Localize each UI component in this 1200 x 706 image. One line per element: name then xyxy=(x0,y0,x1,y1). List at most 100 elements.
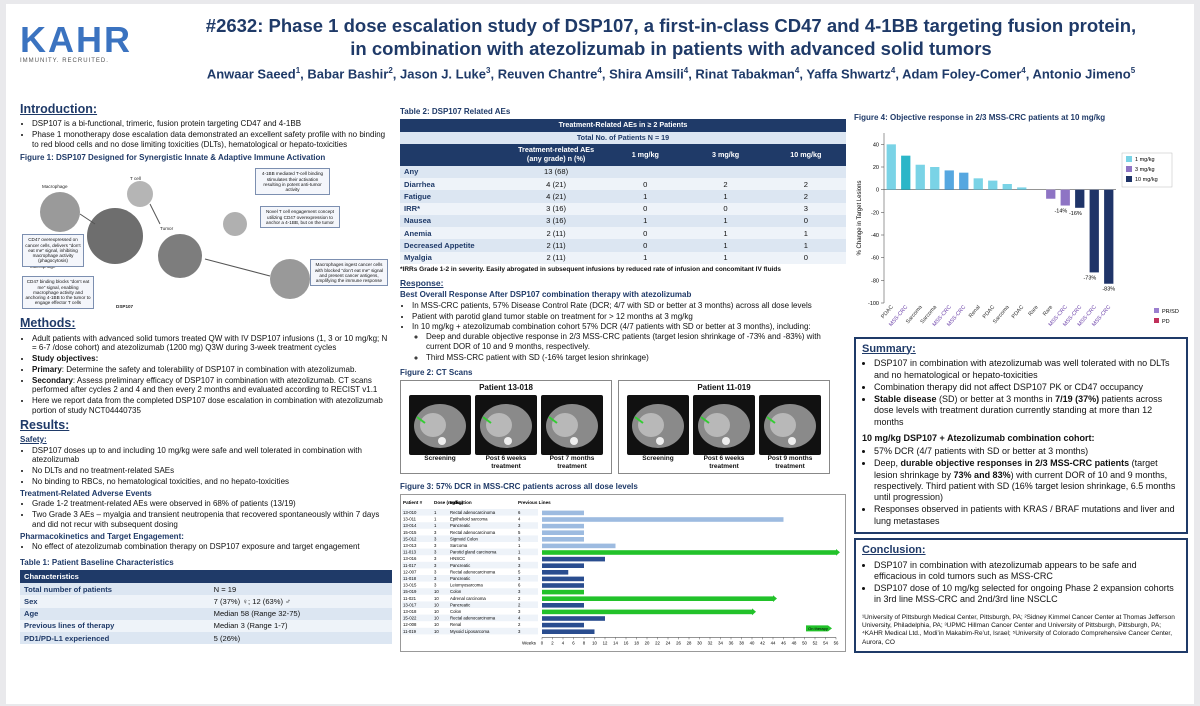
ct-art xyxy=(546,403,598,448)
row-lines: 3 xyxy=(518,628,521,633)
authors: Anwaar Saeed1, Babar Bashir2, Jason J. L… xyxy=(206,66,1136,82)
table-caption: Table 1: Patient Baseline Characteristic… xyxy=(20,558,174,567)
ongoing-arrow xyxy=(752,607,756,615)
swimmer-bar xyxy=(542,602,584,608)
table-cell: Decreased Appetite xyxy=(400,239,508,252)
bullet-text: No effect of atezolizumab combination th… xyxy=(32,542,360,552)
row-dose: 10 xyxy=(434,609,439,614)
author-name: Anwaar Saeed xyxy=(206,66,296,82)
swimmer-bar xyxy=(542,622,584,627)
swimmer-bar xyxy=(542,569,569,575)
bullet: Deep, durable objective responses in 2/3… xyxy=(874,458,1180,503)
bullet-text: Two Grade 3 AEs – myalgia and transient … xyxy=(32,510,380,529)
section-heading: Introduction: xyxy=(20,102,98,116)
bullet-text: In MSS-CRC patients, 57% Disease Control… xyxy=(412,300,812,310)
bullet: DSP107 in combination with atezolizumab … xyxy=(874,358,1180,381)
figure-box: CD47 binding blocks “don’t eat me” signa… xyxy=(22,276,94,309)
table-row: Decreased Appetite 2 (11) 0 1 1 xyxy=(400,239,846,252)
x-tick-label: 54 xyxy=(823,640,828,645)
legend-label: 1 mg/kg xyxy=(1135,157,1155,163)
x-tick-label: Renal xyxy=(968,304,982,319)
row-lines: 5 xyxy=(518,529,521,534)
row-lines: 2 xyxy=(518,602,521,607)
table-cell: 7 (37%) ♀; 12 (63%) ♂ xyxy=(209,595,392,608)
ct-image: Post 9 months treatment xyxy=(759,394,821,471)
row-indication: Pancreatic xyxy=(450,523,471,528)
figure-label: Macrophage xyxy=(30,264,56,270)
bullet-text: (target lesion shrinkage by xyxy=(874,458,1158,480)
bar xyxy=(886,144,896,190)
row-lines: 3 xyxy=(518,576,521,581)
row-band xyxy=(402,508,538,516)
author-name: Babar Bashir xyxy=(307,66,389,82)
figure-label: Tumor xyxy=(160,226,174,232)
table-cell: Median 58 (Range 32-75) xyxy=(209,607,392,620)
row-patient: 13-014 xyxy=(403,523,417,528)
lesion-arrow xyxy=(482,416,492,424)
author-affiliation: 2 xyxy=(388,66,393,75)
bullet-text: No DLTs and no treatment-related SAEs xyxy=(32,466,175,475)
title-line: #2632: Phase 1 dose escalation study of … xyxy=(205,15,1137,36)
ongoing-arrow xyxy=(773,594,777,602)
figure-caption: Figure 4: Objective response in 2/3 MSS-… xyxy=(854,113,1106,122)
bullet-text: Combination therapy did not affect DSP10… xyxy=(874,381,1143,392)
x-tick-label: Rare xyxy=(1028,304,1040,317)
figure-box: CD47 overexpressed on cancer cells, deli… xyxy=(22,234,84,267)
table-cell: 13 (68) xyxy=(507,165,606,179)
t-cell xyxy=(127,181,153,208)
figure-1: Macrophage T cell Tumor Macrophage DSP10… xyxy=(20,164,392,314)
figure-caption: Figure 3: 57% DCR in MSS-CRC patients ac… xyxy=(400,481,638,491)
value-label: -14% xyxy=(1054,208,1067,214)
logo-tagline: IMMUNITY. RECRUITED. xyxy=(20,58,109,64)
table-cell: 0 xyxy=(765,214,846,228)
x-tick-label: 12 xyxy=(603,640,608,645)
table-cell xyxy=(765,165,846,179)
row-dose: 10 xyxy=(434,622,439,627)
bullet: Here we report data from the completed D… xyxy=(32,396,392,416)
swimmer-bar xyxy=(542,615,605,621)
bullet: Phase 1 monotherapy dose escalation data… xyxy=(32,130,392,150)
table-row: Diarrhea 4 (21) 0 2 2 xyxy=(400,178,846,191)
x-tick-label: 52 xyxy=(813,640,818,645)
bar xyxy=(1104,189,1114,284)
bullet: Deep and durable objective response in 2… xyxy=(426,332,846,352)
x-tick-label: 6 xyxy=(572,640,575,645)
bullet-list: DSP107 is a bi-functional, trimeric, fus… xyxy=(20,119,392,149)
section-heading: Results: xyxy=(20,417,70,432)
subheading: Response: xyxy=(400,277,444,288)
table-cell: 1 xyxy=(685,251,766,264)
ct-image: Screening xyxy=(409,394,471,463)
table-cell: N = 19 xyxy=(209,583,392,596)
x-tick-label: 8 xyxy=(583,640,586,645)
organ xyxy=(552,412,578,437)
bullet-bold: durable objective responses in 2/3 MSS-C… xyxy=(900,458,1130,469)
row-band xyxy=(402,587,538,595)
x-tick-label: 50 xyxy=(802,640,807,645)
spine xyxy=(570,436,578,445)
bullet-text: ) with current DOR of 10 and 9 months, r… xyxy=(874,469,1176,503)
bullet: Study objectives: xyxy=(32,354,392,364)
row-patient: 13-016 xyxy=(403,556,417,561)
x-tick-label: 4 xyxy=(562,640,565,645)
table-cell: 1 xyxy=(605,190,686,203)
row-lines: 5 xyxy=(518,569,521,574)
logo: KAHR IMMUNITY. RECRUITED. xyxy=(20,22,160,64)
row-lines: 1 xyxy=(518,543,521,548)
value-label: -73% xyxy=(1083,275,1096,281)
swimmer-bar xyxy=(542,543,616,548)
section-heading: Methods: xyxy=(20,316,76,331)
bullet-text: patients across dose levels with treatme… xyxy=(874,394,1163,427)
row-dose: 1 xyxy=(434,516,437,521)
row-patient: 15-015 xyxy=(403,529,417,534)
row-lines: 2 xyxy=(518,595,521,600)
table-cell xyxy=(605,165,686,179)
table-cell: Sex xyxy=(20,595,210,608)
bullet-list: 57% DCR (4/7 patients with SD or better … xyxy=(862,446,1180,527)
bullet-list: Adult patients with advanced solid tumor… xyxy=(20,334,392,416)
bullet-text: DSP107 dose of 10 mg/kg selected for ong… xyxy=(874,583,1174,605)
row-dose: 3 xyxy=(434,556,437,561)
ct-art xyxy=(480,403,532,448)
row-indication: Parotid gland carcinoma xyxy=(450,549,497,554)
ct-scan xyxy=(627,394,689,455)
